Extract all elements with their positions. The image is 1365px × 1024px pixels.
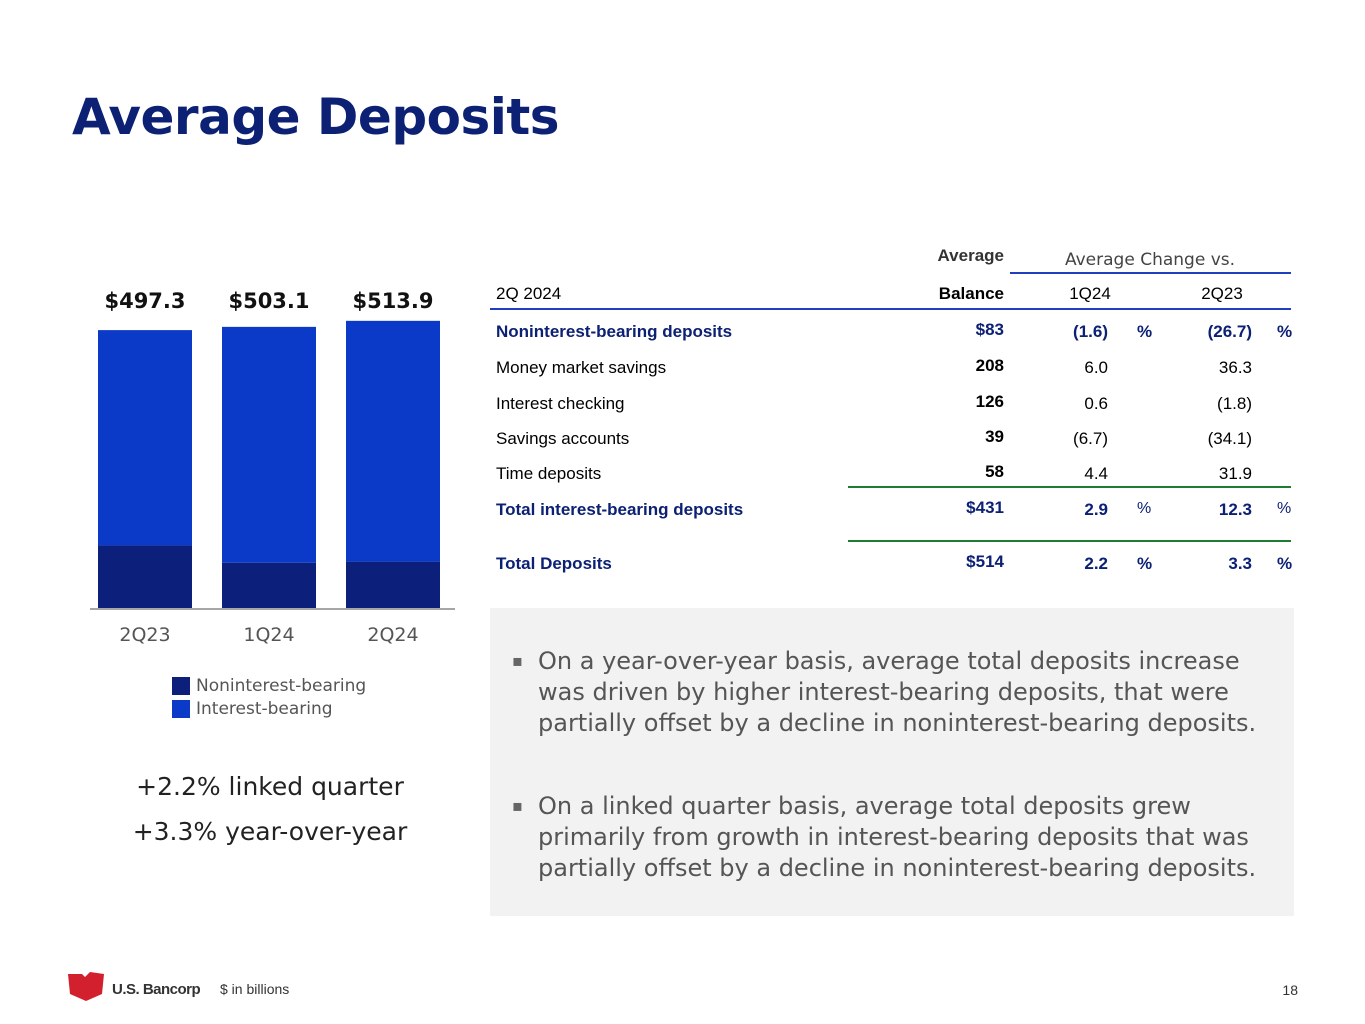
row-label: Savings accounts (496, 429, 630, 448)
row-change-1q24: 4.4 (1084, 464, 1108, 483)
row-change-1q24: 2.9 (1084, 500, 1108, 519)
x-tick-2Q24: 2Q24 (367, 624, 418, 646)
row-label: Noninterest-bearing deposits (496, 322, 733, 341)
deposits-bar-chart: $497.3 2Q23 $503.1 1Q24 $513.9 2Q24 (90, 289, 455, 646)
row-change-1q24: 2.2 (1084, 554, 1108, 573)
page-title: Average Deposits (72, 88, 560, 146)
row-label: Total Deposits (496, 554, 612, 573)
commentary-panel: ▪ On a year-over-year basis, average tot… (490, 608, 1294, 916)
kpi-linked-quarter: +2.2% linked quarter (136, 772, 404, 801)
row-change-2q23: 36.3 (1218, 358, 1252, 377)
total-label-2Q24: $513.9 (352, 289, 433, 313)
shield-logo-icon (68, 972, 104, 1001)
row-balance: 39 (985, 427, 1004, 446)
row-balance: 208 (975, 356, 1004, 375)
bullet-marker: ▪ (512, 651, 523, 670)
row-label: Time deposits (496, 464, 602, 483)
units-note: $ in billions (220, 981, 290, 997)
row-change-2q23: (26.7) (1207, 322, 1252, 341)
total-label-1Q24: $503.1 (228, 289, 309, 313)
row-pct-1q24: % (1137, 322, 1153, 341)
header-balance: Balance (938, 284, 1004, 303)
header-1q24: 1Q24 (1069, 284, 1111, 303)
row-change-2q23: (34.1) (1207, 429, 1252, 448)
subtotal-rule (848, 486, 1291, 488)
header-underline (490, 308, 1291, 310)
chart-legend: Noninterest-bearing Interest-bearing (172, 674, 366, 720)
total-label-2Q23: $497.3 (104, 289, 185, 313)
row-label: Money market savings (496, 358, 667, 377)
row-balance: 126 (975, 392, 1004, 411)
row-pct-2q23: % (1277, 554, 1293, 573)
row-pct-1q24: % (1137, 554, 1153, 573)
bar-interest-2Q23 (98, 330, 192, 546)
header-2q23: 2Q23 (1201, 284, 1243, 303)
bullet-marker: ▪ (512, 796, 523, 815)
legend-item-interest: Interest-bearing (172, 697, 366, 720)
legend-swatch-noninterest (172, 676, 190, 695)
row-change-2q23: 3.3 (1228, 554, 1252, 573)
legend-swatch-interest (172, 699, 190, 718)
header-change-underline (1010, 272, 1291, 274)
x-tick-1Q24: 1Q24 (243, 624, 294, 646)
header-average-change: Average Change vs. (1064, 250, 1236, 270)
row-change-2q23: 12.3 (1218, 500, 1252, 519)
row-change-1q24: (6.7) (1073, 429, 1108, 448)
legend-label-interest: Interest-bearing (196, 698, 333, 719)
row-balance: 58 (985, 462, 1004, 481)
header-period: 2Q 2024 (496, 284, 562, 303)
bar-noninterest-2Q24 (346, 561, 440, 608)
page-number: 18 (1282, 982, 1298, 998)
row-balance: $431 (966, 498, 1004, 517)
row-label: Interest checking (496, 394, 625, 413)
kpi-year-over-year: +3.3% year-over-year (132, 817, 408, 846)
usbancorp-logo: U.S. Bancorp (68, 972, 201, 1007)
bar-interest-2Q24 (346, 320, 440, 562)
row-change-1q24: 0.6 (1084, 394, 1108, 413)
row-balance: $514 (966, 552, 1004, 571)
row-pct-1q24: % (1137, 500, 1152, 517)
bullet-yoy: ▪ On a year-over-year basis, average tot… (512, 646, 1288, 739)
bullet-linked-quarter: ▪ On a linked quarter basis, average tot… (512, 791, 1288, 884)
bullet-yoy-text: On a year-over-year basis, average total… (538, 647, 1257, 737)
row-change-2q23: (1.8) (1217, 394, 1252, 413)
bar-noninterest-1Q24 (222, 562, 316, 608)
bar-interest-1Q24 (222, 326, 316, 563)
bullet-linked-quarter-text: On a linked quarter basis, average total… (538, 792, 1257, 882)
row-balance: $83 (975, 320, 1004, 339)
row-change-1q24: (1.6) (1073, 322, 1108, 341)
row-change-2q23: 31.9 (1218, 464, 1252, 483)
row-pct-2q23: % (1277, 322, 1293, 341)
legend-item-noninterest: Noninterest-bearing (172, 674, 366, 697)
row-change-1q24: 6.0 (1084, 358, 1108, 377)
row-label: Total interest-bearing deposits (496, 500, 744, 519)
row-pct-2q23: % (1277, 500, 1292, 517)
bar-noninterest-2Q23 (98, 545, 192, 608)
total-rule (848, 540, 1291, 542)
x-tick-2Q23: 2Q23 (119, 624, 170, 646)
legend-label-noninterest: Noninterest-bearing (196, 675, 367, 696)
brand-name: U.S. Bancorp (112, 981, 201, 998)
header-average: Average (937, 246, 1004, 265)
